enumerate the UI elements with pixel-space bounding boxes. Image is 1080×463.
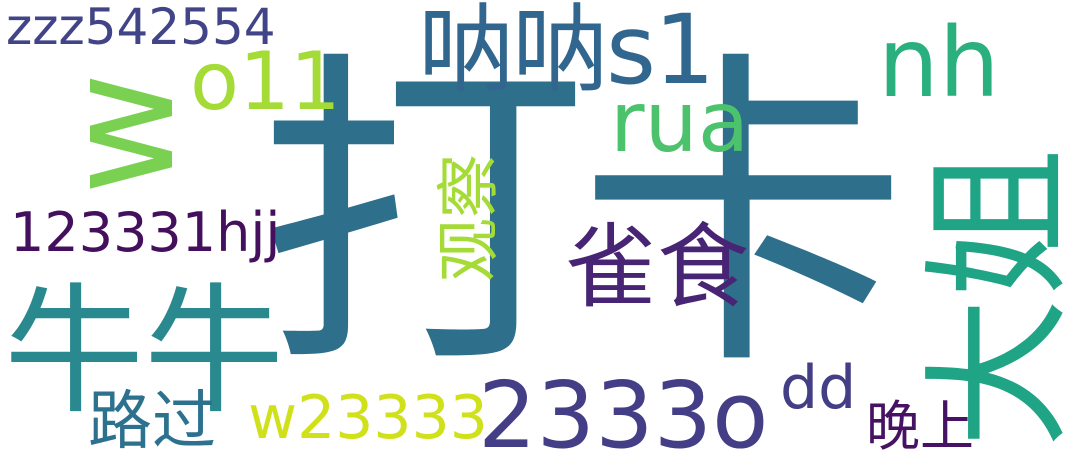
word-123331hjj: 123331hjj	[10, 201, 281, 264]
word-nana-s1: 呐呐s1	[418, 0, 715, 106]
word-dd: dd	[780, 353, 857, 423]
word-guancha: 观察	[433, 154, 507, 282]
word-w23333: w23333	[248, 383, 488, 453]
word-2333o: 2333o	[478, 362, 769, 463]
word-niuniu: 牛牛	[4, 271, 285, 434]
word-queshi: 雀食	[565, 214, 750, 321]
word-daka: 打卡	[258, 25, 908, 409]
word-wanshang: 晚上	[866, 395, 974, 458]
word-nh: nh	[878, 7, 1000, 119]
word-w: w	[34, 72, 208, 195]
word-luguo: 路过	[88, 385, 216, 459]
word-o11: o11	[190, 35, 341, 128]
word-rua: rua	[610, 73, 750, 171]
word-zzz542554: zzz542554	[6, 0, 276, 56]
